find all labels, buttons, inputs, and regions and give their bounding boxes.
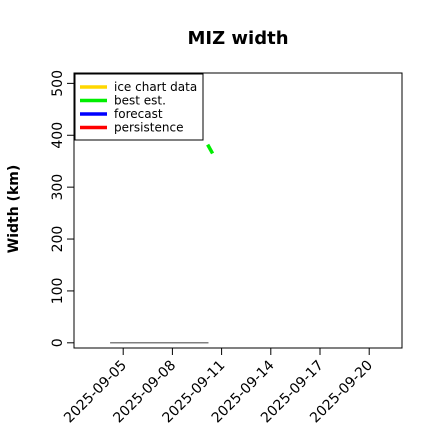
y-tick-label: 400 bbox=[50, 122, 66, 149]
legend-label: persistence bbox=[114, 121, 183, 135]
plot-frame bbox=[73, 72, 403, 349]
legend-label: ice chart data bbox=[114, 80, 197, 94]
plot-area bbox=[110, 143, 215, 344]
y-axis: 0 100 200 300 400 500 bbox=[50, 70, 74, 347]
chart-title: MIZ width bbox=[187, 28, 288, 49]
y-axis-label: Width (km) bbox=[6, 165, 22, 254]
x-axis: 2025-09-052025-09-082025-09-112025-09-14… bbox=[61, 348, 376, 426]
y-tick-label: 100 bbox=[50, 278, 66, 305]
y-tick-label: 300 bbox=[50, 174, 66, 201]
legend-label: best est. bbox=[114, 94, 166, 108]
y-tick-label: 0 bbox=[50, 338, 66, 347]
series-line bbox=[206, 143, 215, 155]
y-tick-label: 500 bbox=[50, 70, 66, 97]
y-tick-label: 200 bbox=[50, 226, 66, 253]
legend-label: forecast bbox=[114, 107, 163, 121]
